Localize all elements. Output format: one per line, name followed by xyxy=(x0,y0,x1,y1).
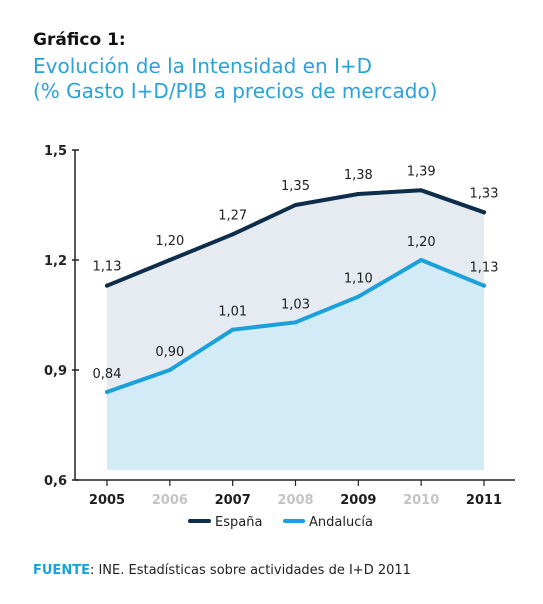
x-tick-label: 2008 xyxy=(277,493,313,508)
chart-header: Gráfico 1: Evolución de la Intensidad en… xyxy=(33,30,437,104)
data-label-andalucia: 0,90 xyxy=(155,345,184,360)
source-label: FUENTE xyxy=(33,563,90,578)
x-tick-label: 2005 xyxy=(89,493,125,508)
area-andalucia xyxy=(107,260,484,470)
y-tick-label: 0,6 xyxy=(44,474,67,489)
data-label-espana: 1,27 xyxy=(218,208,247,223)
y-tick-label: 1,2 xyxy=(44,254,67,269)
chart-number: Gráfico 1: xyxy=(33,30,126,50)
point-andalucia xyxy=(356,294,361,299)
point-andalucia xyxy=(482,283,486,288)
x-tick-label: 2010 xyxy=(403,493,439,508)
source-note: FUENTE: INE. Estadísticas sobre activida… xyxy=(33,563,411,578)
source-text: : INE. Estadísticas sobre actividades de… xyxy=(89,563,411,578)
point-espana xyxy=(230,232,235,237)
point-andalucia xyxy=(105,390,109,394)
x-tick-label: 2009 xyxy=(340,493,376,508)
x-tick-label: 2007 xyxy=(215,493,251,508)
point-espana xyxy=(356,192,361,196)
area-chart: 0,6 0,9 1,2 1,5 2005 2006 2007 2008 2009 2010 2011… xyxy=(44,144,515,530)
point-espana xyxy=(167,258,172,262)
data-label-espana: 1,13 xyxy=(93,260,122,275)
x-tick-label: 2011 xyxy=(466,493,502,508)
data-label-espana: 1,20 xyxy=(155,234,184,249)
data-label-andalucia: 1,13 xyxy=(470,261,499,276)
point-espana xyxy=(482,210,486,215)
legend-label-espana: España xyxy=(215,515,262,530)
chart-title-line-1: Evolución de la Intensidad en I+D xyxy=(33,54,373,78)
data-label-andalucia: 0,84 xyxy=(93,367,122,382)
point-andalucia xyxy=(293,320,298,325)
data-label-andalucia: 1,20 xyxy=(407,235,436,250)
data-label-espana: 1,38 xyxy=(344,168,373,183)
data-label-andalucia: 1,03 xyxy=(281,297,310,312)
chart-title-line-2: (% Gasto I+D/PIB a precios de mercado) xyxy=(33,79,438,103)
chart-title: Evolución de la Intensidad en I+D (% Gas… xyxy=(33,54,437,104)
y-tick-label: 0,9 xyxy=(44,364,67,379)
point-espana xyxy=(419,188,424,193)
data-label-espana: 1,39 xyxy=(407,164,436,179)
point-andalucia xyxy=(230,327,235,332)
point-espana xyxy=(105,283,109,288)
y-tick-label: 1,5 xyxy=(44,144,67,159)
data-label-andalucia: 1,01 xyxy=(218,305,247,320)
data-label-andalucia: 1,10 xyxy=(344,272,373,287)
data-label-espana: 1,33 xyxy=(470,186,499,201)
point-andalucia xyxy=(419,258,424,262)
x-tick-label: 2006 xyxy=(152,493,188,508)
data-label-espana: 1,35 xyxy=(281,179,310,194)
legend-label-andalucia: Andalucía xyxy=(309,515,373,530)
point-andalucia xyxy=(167,368,172,372)
point-espana xyxy=(293,203,298,207)
